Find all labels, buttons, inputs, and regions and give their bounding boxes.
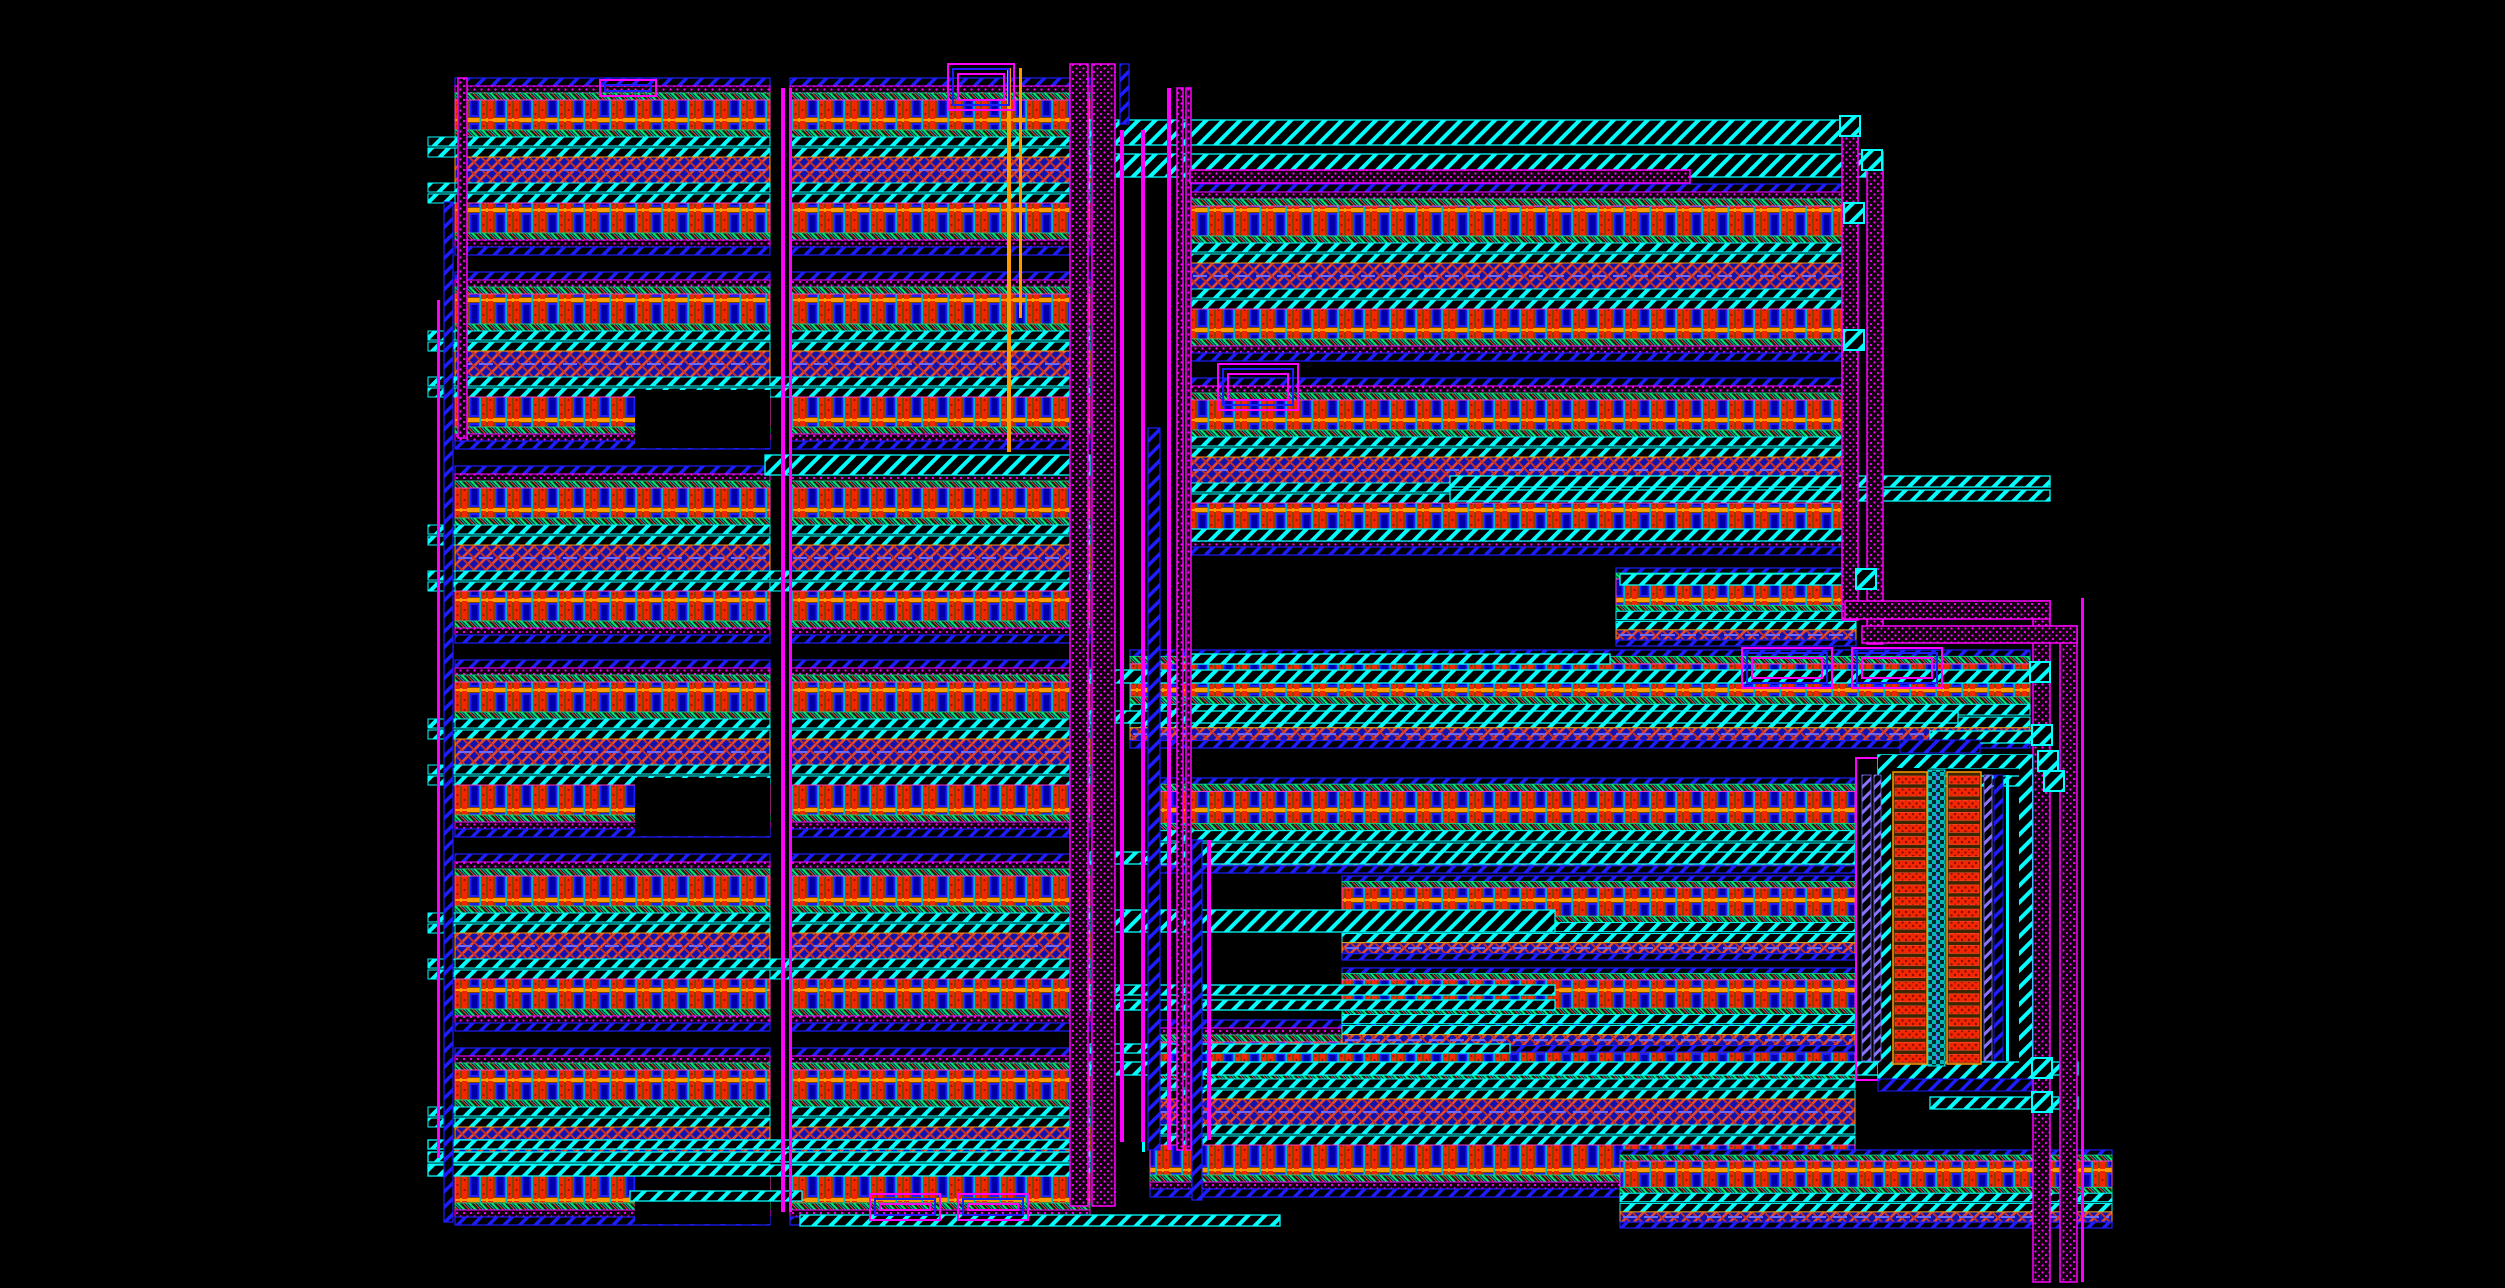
right-top-cell-block-group <box>1189 183 1856 362</box>
left-cell-column-group <box>454 465 771 644</box>
nested-wire-loops <box>599 63 1943 1221</box>
via-boxes <box>1839 115 2065 1113</box>
left-cell-column-group <box>454 659 771 838</box>
mid-cell-column-group <box>789 853 1091 1032</box>
mid-cell-column-group <box>789 465 1091 644</box>
driver-array-block <box>1855 739 2033 1092</box>
cell-row-groups <box>454 77 1856 1226</box>
mid-cell-column-group <box>789 77 1091 256</box>
cell-rows <box>1129 567 2113 1229</box>
metal-buses-horizontal <box>427 119 2079 1227</box>
bottom-right-row <box>1619 1149 2113 1229</box>
right-mid-row-1 <box>1129 649 2031 749</box>
left-cell-column-group <box>454 77 771 256</box>
mid-cell-column-group <box>789 271 1091 450</box>
right-mid-row-2 <box>1149 777 1856 874</box>
left-cell-column-group <box>454 853 771 1032</box>
mid-cell-column-group <box>789 659 1091 838</box>
